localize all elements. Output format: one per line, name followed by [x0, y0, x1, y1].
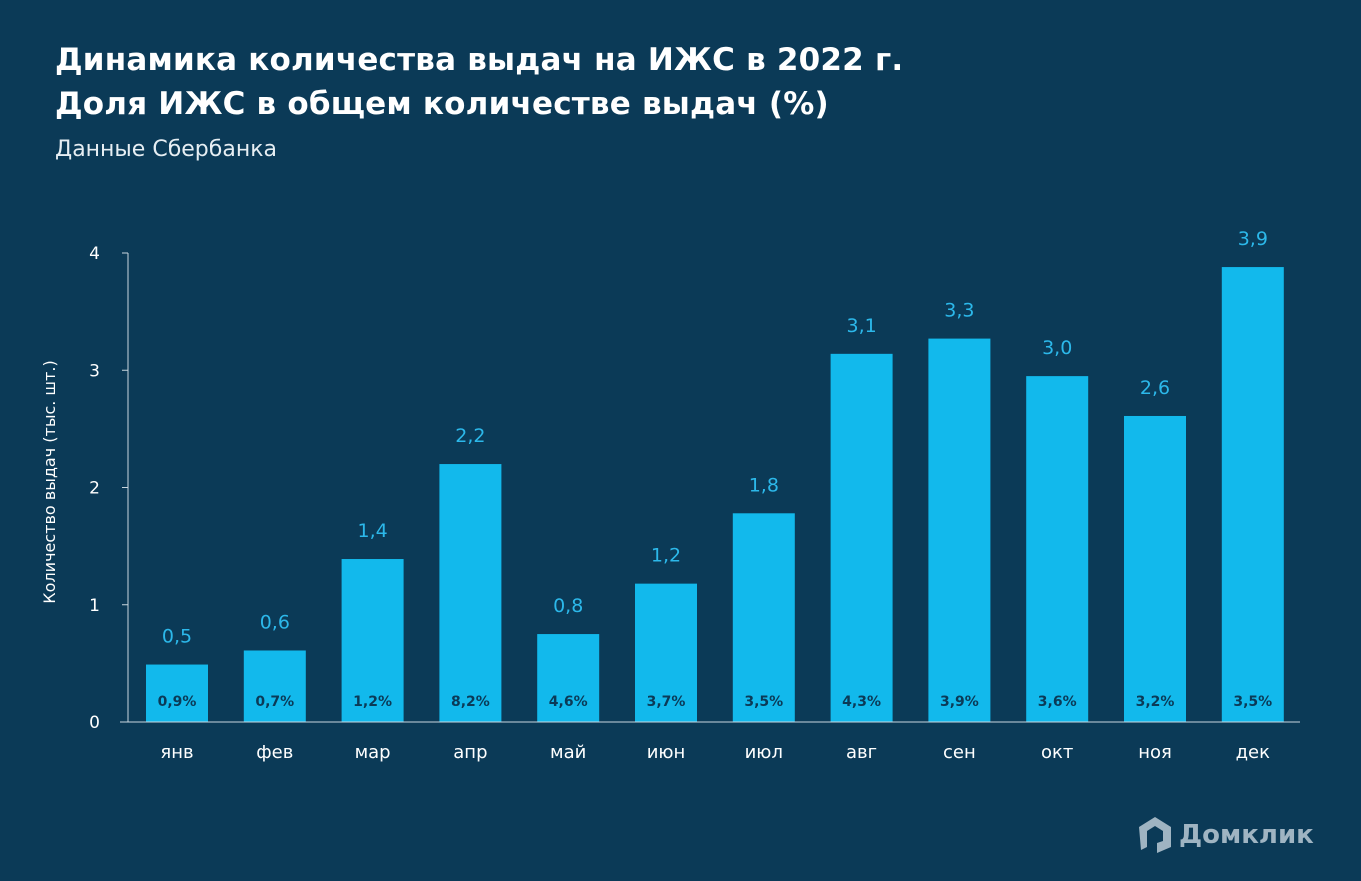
bar-share-label: 3,5% — [744, 694, 783, 710]
house-logo-icon — [1139, 817, 1171, 853]
bar-май — [537, 634, 600, 722]
bar-value-label: 2,2 — [455, 425, 485, 447]
y-axis-label: Количество выдач (тыс. шт.) — [40, 360, 59, 603]
bar-ноя — [1124, 415, 1186, 722]
x-tick-label: ноя — [1138, 742, 1172, 763]
x-tick-label: дек — [1236, 742, 1271, 763]
x-tick-label: фев — [256, 742, 293, 763]
bar-share-label: 3,9% — [940, 694, 979, 710]
bar-сен — [928, 338, 991, 722]
chart-title-line1: Динамика количества выдач на ИЖС в 2022 … — [55, 42, 904, 78]
x-tick-label: апр — [453, 742, 487, 763]
bar-share-label: 1,2% — [353, 694, 392, 710]
x-tick-label: авг — [846, 742, 877, 763]
bar-авг — [830, 353, 893, 722]
chart-subtitle: Данные Сбербанка — [55, 137, 277, 162]
bar-share-label: 4,6% — [549, 694, 588, 710]
logo-text: Домклик — [1179, 820, 1314, 850]
bar-мар — [341, 559, 404, 722]
bar-июл — [732, 513, 795, 722]
y-tick-label: 3 — [89, 361, 100, 381]
x-tick-label: июн — [647, 742, 686, 763]
bar-окт — [1026, 376, 1089, 722]
x-tick-label: окт — [1041, 742, 1073, 763]
y-tick-label: 2 — [89, 479, 100, 499]
y-tick-label: 4 — [89, 244, 100, 264]
bar-value-label: 3,0 — [1042, 337, 1072, 359]
bar-value-label: 1,4 — [357, 520, 387, 542]
x-tick-label: мар — [355, 742, 391, 763]
bar-янв — [146, 664, 208, 722]
x-tick-label: июл — [745, 742, 783, 763]
bar-value-label: 3,1 — [846, 315, 876, 337]
bar-value-label: 0,8 — [553, 595, 583, 617]
bar-share-label: 3,5% — [1233, 694, 1272, 710]
bar-value-label: 3,9 — [1238, 228, 1268, 250]
bar-share-label: 0,7% — [255, 694, 294, 710]
x-tick-label: янв — [160, 742, 193, 763]
bar-value-label: 1,2 — [651, 545, 681, 567]
bar-share-label: 4,3% — [842, 694, 881, 710]
bar-апр — [439, 464, 502, 722]
bar-share-label: 3,7% — [647, 694, 686, 710]
bar-дек — [1221, 267, 1284, 722]
chart-title-line2: Доля ИЖС в общем количестве выдач (%) — [55, 86, 829, 122]
bar-value-label: 0,5 — [162, 626, 192, 648]
bar-share-label: 0,9% — [158, 694, 197, 710]
domclick-logo: Домклик — [1137, 815, 1314, 855]
bar-июн — [635, 583, 697, 722]
y-tick-label: 1 — [89, 596, 100, 616]
x-tick-label: май — [550, 742, 586, 763]
bar-value-label: 0,6 — [260, 611, 290, 633]
bar-value-label: 1,8 — [749, 474, 779, 496]
bar-value-label: 2,6 — [1140, 377, 1170, 399]
bar-share-label: 3,6% — [1038, 694, 1077, 710]
bar-фев — [243, 650, 306, 722]
bar-share-label: 8,2% — [451, 694, 490, 710]
y-tick-label: 0 — [89, 713, 100, 733]
x-tick-label: сен — [943, 742, 976, 763]
bar-value-label: 3,3 — [944, 300, 974, 322]
bar-share-label: 3,2% — [1136, 694, 1175, 710]
